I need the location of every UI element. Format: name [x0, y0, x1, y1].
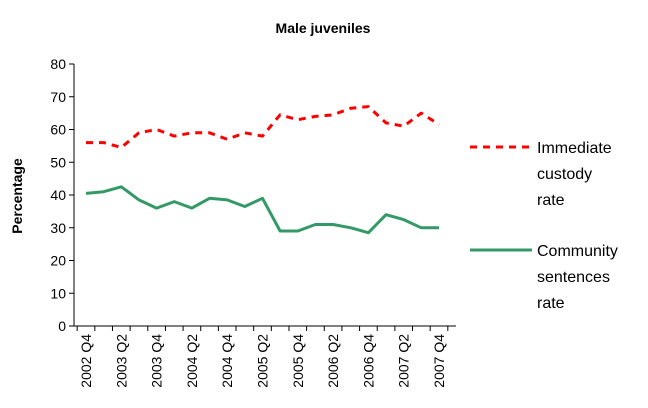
- legend-label-1: rate: [537, 192, 565, 209]
- legend: Immediate custody rate Community sentences ra…: [470, 140, 618, 312]
- legend-label-1: Immediate: [537, 140, 612, 157]
- legend-label-2: Community: [537, 243, 618, 260]
- y-tick-label: 40: [50, 187, 66, 203]
- x-tick-label: 2007 Q4: [431, 334, 447, 388]
- y-tick-label: 80: [50, 56, 66, 72]
- x-tick-label: 2006 Q2: [325, 334, 341, 388]
- series-line-2: [85, 185, 439, 235]
- series-layer: [85, 105, 440, 235]
- legend-label-2: sentences: [537, 269, 610, 286]
- y-tick-label: 20: [50, 253, 66, 269]
- x-tick-label: 2003 Q4: [149, 334, 165, 388]
- axes: 0 10 20 30 40 50 60 70 80 2002 Q4 2003 Q2 2003 Q4 20…: [50, 56, 456, 388]
- chart-title: Male juveniles: [276, 20, 371, 36]
- y-tick-label: 70: [50, 89, 66, 105]
- y-tick-label: 30: [50, 220, 66, 236]
- x-tick-label: 2006 Q4: [360, 334, 376, 388]
- x-tick-label: 2007 Q2: [396, 334, 412, 388]
- y-tick-label: 0: [58, 318, 66, 334]
- legend-label-2: rate: [537, 295, 565, 312]
- x-tick-label: 2002 Q4: [78, 334, 94, 388]
- series-line-1: [86, 105, 440, 149]
- x-tick-label: 2005 Q2: [255, 334, 271, 388]
- x-tick-label: 2004 Q2: [184, 334, 200, 388]
- x-tick-label: 2003 Q2: [113, 334, 129, 388]
- y-axis-label: Percentage: [9, 158, 25, 234]
- x-tick-label: 2005 Q4: [290, 334, 306, 388]
- legend-label-1: custody: [537, 166, 592, 183]
- y-tick-label: 50: [50, 154, 66, 170]
- x-tick-label: 2004 Q4: [219, 334, 235, 388]
- y-tick-label: 10: [50, 285, 66, 301]
- y-tick-label: 60: [50, 122, 66, 138]
